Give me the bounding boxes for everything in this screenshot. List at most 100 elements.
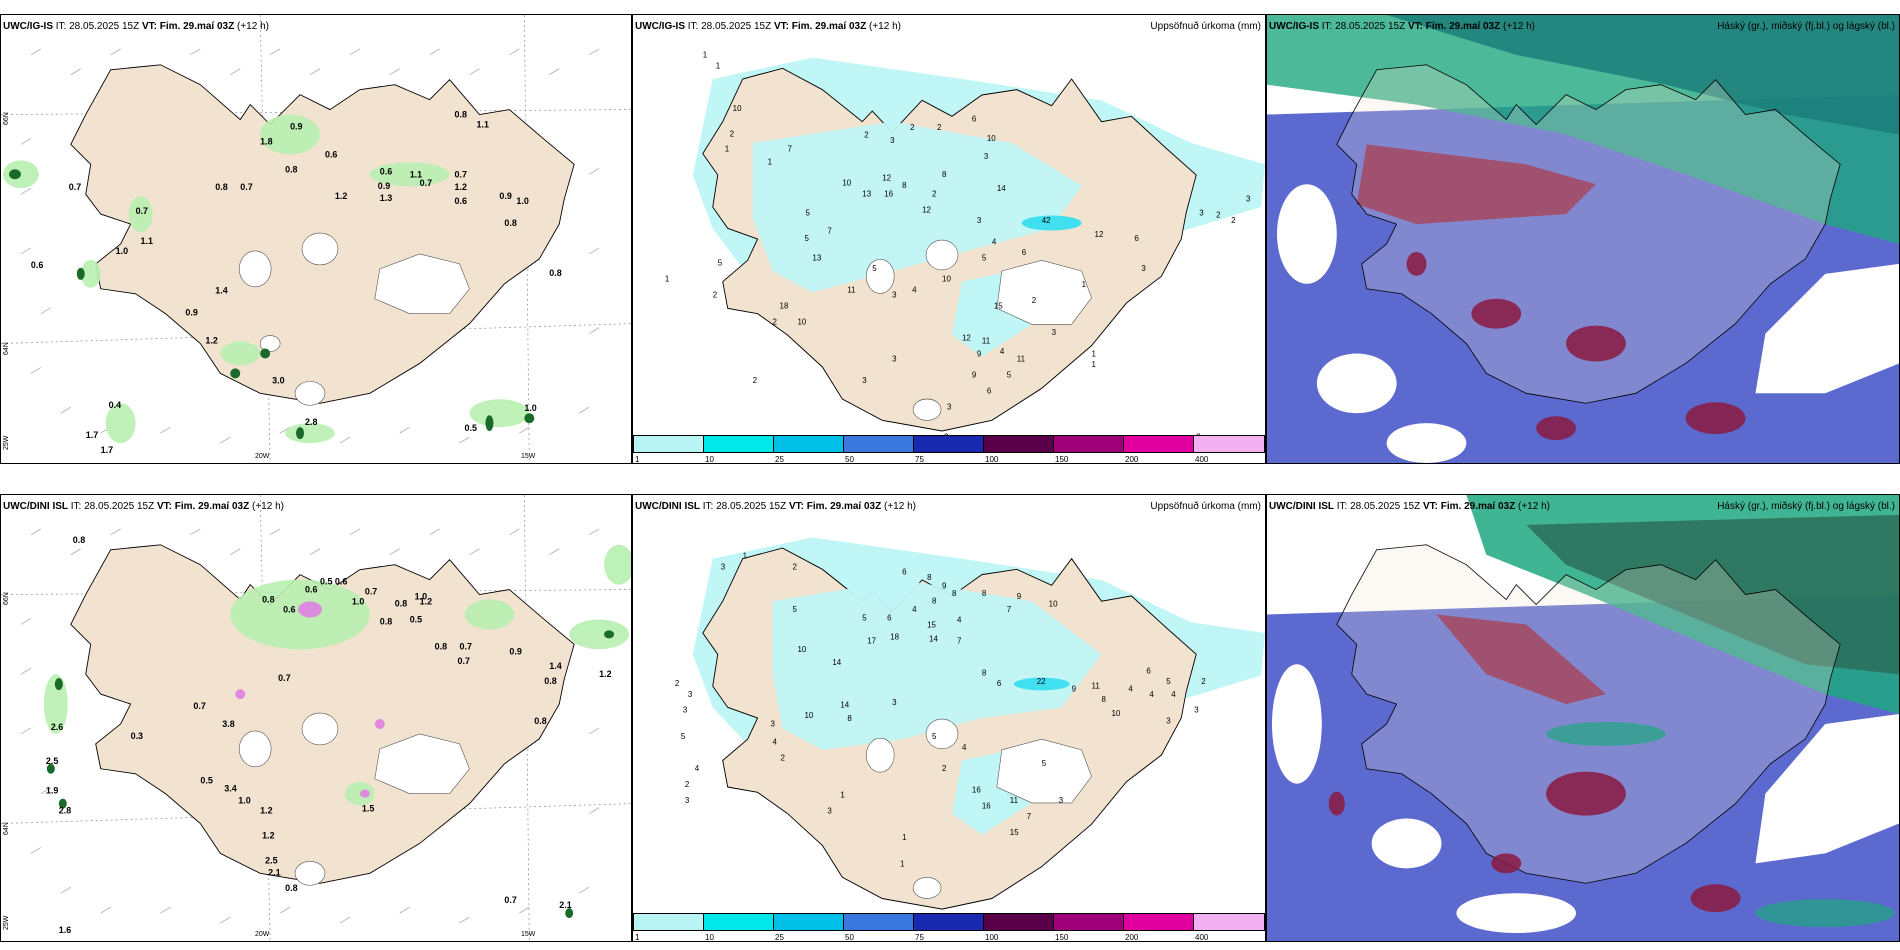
value-label: 1.2 [205, 336, 217, 346]
model-name: UWC/DINI ISL [1269, 501, 1334, 512]
valid-time: VT: Fim. 29.maí 03Z [1422, 501, 1516, 512]
panel-header: UWC/IG-IS IT: 28.05.2025 15Z VT: Fim. 29… [1269, 21, 1535, 32]
value-label: 8 [952, 589, 957, 598]
value-label: 3 [1194, 705, 1199, 714]
panel-top-left-wind-map[interactable]: 0.7 0.8 0.7 0.6 0.8 1.1 0.9 1.0 0.8 0.8 … [0, 14, 632, 464]
value-label: 6 [1022, 248, 1027, 257]
colorbar-tick: 25 [775, 455, 784, 464]
colorbar-tick: 150 [1055, 933, 1069, 942]
panel-top-mid-precip-map[interactable]: 1 1 10 2 1 7 1 5 2 3 2 2 6 10 3 12 8 2 1… [632, 14, 1266, 464]
value-label: 1 [902, 833, 907, 842]
panel-title: Uppsöfnuð úrkoma (mm) [1150, 501, 1261, 512]
value-label: 11 [1017, 354, 1026, 363]
value-label: 1.0 [238, 796, 250, 806]
value-label: 10 [797, 317, 806, 326]
value-label: 9 [972, 370, 977, 379]
model-name: UWC/IG-IS [635, 21, 685, 32]
panel-bottom-right-cloud-map[interactable]: UWC/DINI ISL IT: 28.05.2025 15Z VT: Fim.… [1266, 494, 1900, 942]
precip-labels-top-mid: 1 1 10 2 1 7 1 5 2 3 2 2 6 10 3 12 8 2 1… [665, 50, 1251, 443]
value-label: 8 [982, 668, 987, 677]
value-label: 3 [1246, 194, 1251, 203]
value-label: 0.7 [504, 895, 516, 905]
value-label: 6 [1134, 234, 1139, 243]
init-time: IT: 28.05.2025 15Z [1321, 21, 1406, 32]
value-label: 18 [780, 301, 789, 310]
value-label: 2 [781, 753, 786, 762]
value-label: 1 [725, 144, 730, 153]
value-label: 8 [902, 181, 907, 190]
value-label: 10 [804, 711, 813, 720]
value-label: 4 [1000, 347, 1005, 356]
value-label: 12 [1095, 230, 1104, 239]
value-label: 2 [937, 123, 942, 132]
value-label: 2 [685, 780, 690, 789]
colorbar-swatch [703, 435, 774, 453]
value-label: 7 [827, 226, 832, 235]
value-label: 9 [1017, 592, 1022, 601]
colorbar-swatch [1123, 913, 1194, 931]
value-label: 11 [1092, 681, 1101, 690]
lat-label-66n: 66N [3, 592, 10, 605]
model-name: UWC/IG-IS [1269, 21, 1319, 32]
lead-time: (+12 h) [884, 501, 916, 512]
value-label: 1.1 [410, 169, 422, 179]
colorbar-swatch [1123, 435, 1194, 453]
value-label: 0.6 [455, 196, 467, 206]
value-label: 10 [842, 178, 851, 187]
panel-top-right-cloud-map[interactable]: UWC/IG-IS IT: 28.05.2025 15Z VT: Fim. 29… [1266, 14, 1900, 464]
value-label: 15 [994, 301, 1003, 310]
iceland-landmass [1336, 64, 1841, 404]
panel-bottom-mid-precip-map[interactable]: 1 3 2 5 6 8 9 8 8 5 6 4 15 4 17 18 14 8 … [632, 494, 1266, 942]
value-label: 3 [892, 354, 897, 363]
value-label: 12 [962, 333, 971, 342]
lead-time: (+12 h) [237, 21, 269, 32]
value-label: 5 [982, 253, 987, 262]
value-label: 0.8 [262, 595, 274, 605]
value-label: 3.4 [224, 784, 236, 794]
value-label: 5 [805, 208, 810, 217]
value-label: 1 [768, 157, 773, 166]
lead-time: (+12 h) [869, 21, 901, 32]
value-label: 3 [721, 562, 726, 571]
value-label: 4 [1171, 690, 1176, 699]
init-time: IT: 28.05.2025 15Z [687, 21, 772, 32]
value-label: 9 [942, 581, 947, 590]
lon-label-15w: 15W [521, 931, 536, 938]
value-label: 5 [792, 605, 797, 614]
value-label: 7 [1007, 605, 1012, 614]
value-label: 4 [773, 737, 778, 746]
colorbar-swatch [773, 435, 844, 453]
model-name: UWC/IG-IS [3, 21, 53, 32]
colorbar-swatch [1193, 913, 1265, 931]
value-label: 5 [1166, 677, 1171, 686]
panel-bottom-left-wind-map[interactable]: 0.8 0.8 0.6 0.5 0.6 1.0 0.6 0.7 1.0 0.8 … [0, 494, 632, 942]
init-time: IT: 28.05.2025 15Z [70, 501, 155, 512]
value-label: 3 [892, 698, 897, 707]
colorbar-tick: 400 [1195, 933, 1209, 942]
value-label: 2 [773, 317, 778, 326]
value-label: 3 [1052, 328, 1057, 337]
value-label: 0.8 [435, 641, 447, 651]
value-label: 3 [1166, 716, 1171, 725]
value-label: 2 [910, 123, 915, 132]
value-label: 3 [683, 705, 688, 714]
value-label: 10 [797, 645, 806, 654]
precip-map-bottom: 1 3 2 5 6 8 9 8 8 5 6 4 15 4 17 18 14 8 … [633, 495, 1265, 941]
value-label: 0.8 [285, 883, 297, 893]
value-label: 6 [972, 114, 977, 123]
valid-time: VT: Fim. 29.maí 03Z [141, 21, 235, 32]
lon-label-20w: 20W [255, 453, 270, 460]
colorbar-tick: 50 [845, 933, 854, 942]
value-label: 1 [1092, 360, 1097, 369]
value-label: 1.6 [59, 925, 71, 935]
init-time: IT: 28.05.2025 15Z [55, 21, 140, 32]
value-label: 12 [882, 173, 891, 182]
colorbar-swatch [1193, 435, 1265, 453]
value-label: 1.2 [599, 669, 611, 679]
value-label: 1.2 [420, 597, 432, 607]
value-label: 1 [1092, 349, 1097, 358]
value-label: 2 [675, 679, 680, 688]
value-label: 0.5 [410, 614, 422, 624]
value-label: 2 [792, 562, 797, 571]
value-label: 1.2 [335, 191, 347, 201]
